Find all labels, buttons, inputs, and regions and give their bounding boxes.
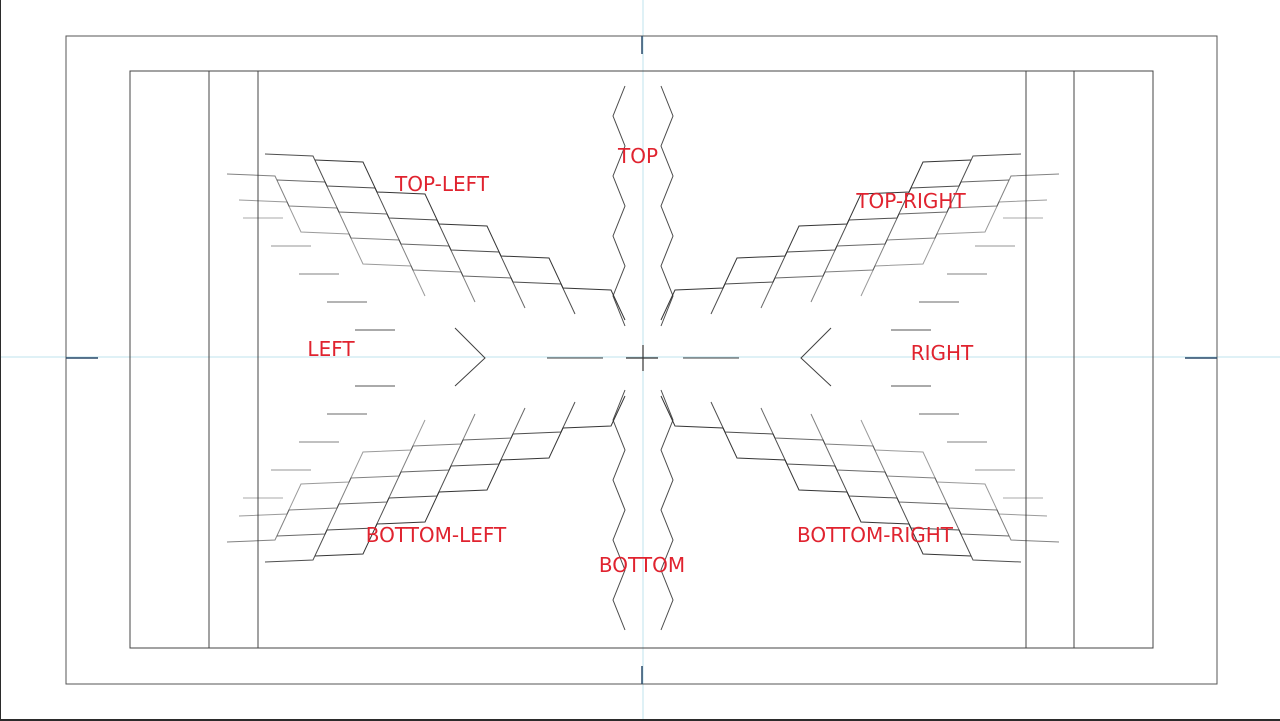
ray-layer bbox=[226, 85, 1060, 631]
label-top-left: TOP-LEFT bbox=[395, 172, 489, 196]
center-chevron bbox=[454, 327, 486, 387]
outer-frame bbox=[65, 35, 1218, 685]
zigzag-ray bbox=[710, 153, 1022, 315]
zigzag-ray bbox=[710, 401, 1022, 563]
label-left: LEFT bbox=[307, 337, 355, 361]
center-chevron bbox=[800, 327, 832, 387]
zigzag-ray bbox=[226, 173, 476, 303]
label-bottom-left: BOTTOM-LEFT bbox=[365, 523, 507, 547]
label-right: RIGHT bbox=[910, 341, 974, 365]
zigzag-ray bbox=[226, 413, 476, 543]
zigzag-ray bbox=[238, 199, 426, 297]
zigzag-ray bbox=[264, 401, 576, 563]
bottom-window-edge bbox=[0, 719, 1280, 721]
vertical-zigzag bbox=[660, 389, 674, 631]
zigzag-ray bbox=[810, 173, 1060, 303]
zigzag-ray bbox=[810, 413, 1060, 543]
vertical-zigzag bbox=[612, 85, 626, 327]
label-top: TOP bbox=[617, 144, 659, 168]
inner-frame bbox=[129, 70, 1154, 649]
zigzag-ray bbox=[660, 159, 972, 321]
vertical-zigzag bbox=[660, 85, 674, 327]
label-bottom-right: BOTTOM-RIGHT bbox=[797, 523, 953, 547]
zigzag-ray bbox=[860, 199, 1048, 297]
label-bottom: BOTTOM bbox=[598, 553, 686, 577]
zigzag-ray bbox=[238, 419, 426, 517]
zigzag-ray bbox=[660, 395, 972, 557]
zigzag-ray bbox=[314, 159, 626, 321]
left-window-edge bbox=[0, 0, 1, 721]
vertical-zigzag bbox=[612, 389, 626, 631]
label-top-right: TOP-RIGHT bbox=[856, 189, 966, 213]
zigzag-ray bbox=[264, 153, 576, 315]
zigzag-ray bbox=[314, 395, 626, 557]
zigzag-ray bbox=[860, 419, 1048, 517]
